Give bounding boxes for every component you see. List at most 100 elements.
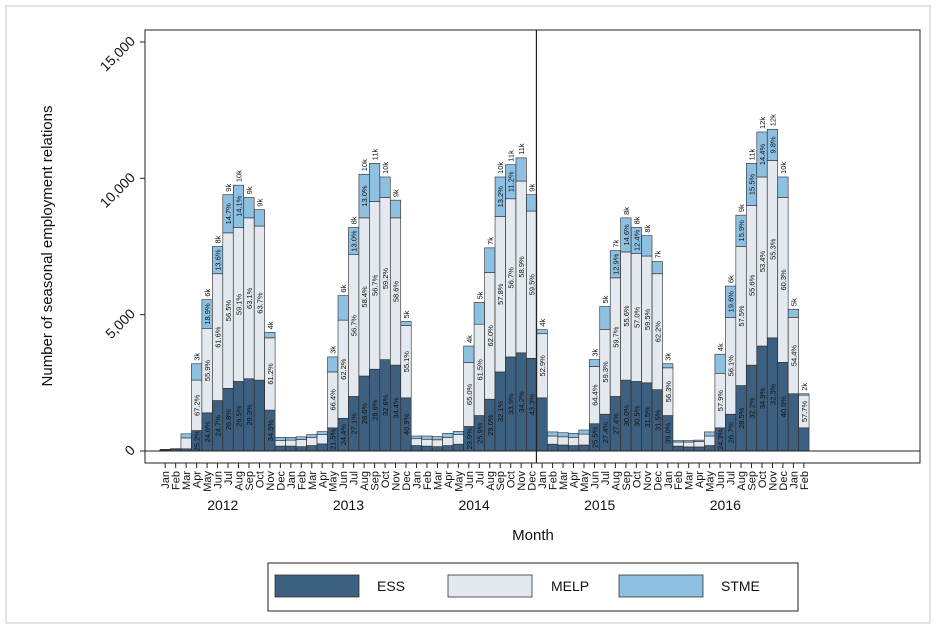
bar-melp-15: [316, 434, 328, 445]
label-stme-45: 12.4%: [632, 229, 641, 251]
bar-stme-17: [337, 295, 349, 321]
bar-stme-15: [316, 431, 328, 435]
x-tick-label-38: Mar: [558, 471, 570, 490]
bar-stme-8: [243, 197, 255, 219]
label-melp-43: 59.7%: [611, 326, 620, 348]
bar-melp-51: [693, 441, 705, 448]
label-total-42: 5k: [601, 295, 610, 303]
x-tick-label-5: Jun: [213, 471, 225, 489]
label-total-41: 3k: [590, 348, 599, 356]
x-tick-label-14: Mar: [307, 471, 319, 490]
label-ess-4: 24.6%: [203, 421, 212, 443]
bar-ess-24: [410, 445, 422, 452]
label-ess-56: 32.2%: [748, 397, 757, 419]
label-total-32: 10k: [496, 162, 505, 174]
label-melp-45: 57.0%: [632, 306, 641, 328]
x-tick-label-39: Apr: [569, 471, 581, 488]
x-tick-label-55: Aug: [736, 471, 748, 491]
x-tick-label-57: Oct: [757, 471, 769, 488]
label-melp-54: 56.1%: [727, 355, 736, 377]
x-tick-label-60: Jan: [788, 471, 800, 489]
label-total-6: 9k: [224, 184, 233, 192]
x-tick-label-19: Aug: [359, 471, 371, 491]
label-ess-42: 27.4%: [601, 422, 610, 444]
label-ess-55: 28.5%: [737, 407, 746, 429]
x-tick-label-51: Apr: [694, 471, 706, 488]
x-tick-label-22: Nov: [391, 471, 403, 491]
label-stme-18: 13.0%: [350, 230, 359, 252]
x-tick-label-17: Jun: [338, 471, 350, 489]
bar-stme-47: [651, 261, 663, 275]
x-tick-label-13: Feb: [296, 471, 308, 490]
label-ess-45: 30.5%: [632, 405, 641, 427]
bar-ess-50: [683, 446, 695, 452]
x-tick-label-26: Mar: [432, 471, 444, 490]
label-total-21: 10k: [381, 162, 390, 174]
label-ess-59: 40.6%: [779, 396, 788, 418]
x-tick-label-7: Aug: [233, 471, 245, 491]
label-ess-23: 40.9%: [402, 413, 411, 435]
label-ess-41: 25.5%: [590, 426, 599, 448]
bar-stme-61: [798, 393, 810, 396]
bar-labels: 25.2% 67.2% 3k 24.6% 55.9% 18.9% 6k 24.7% 61.6% 1…: [193, 114, 809, 452]
x-tick-label-32: Sep: [495, 471, 507, 491]
label-ess-47: 31.5%: [653, 409, 662, 431]
label-total-16: 3k: [329, 346, 338, 354]
label-total-4: 6k: [203, 288, 212, 296]
bar-ess-60: [787, 393, 799, 452]
x-tick-label-35: Dec: [527, 471, 539, 491]
bar-stme-11: [274, 437, 286, 441]
label-stme-4: 18.9%: [203, 303, 212, 325]
label-total-29: 4k: [465, 335, 474, 343]
bar-stme-28: [452, 431, 464, 435]
bar-ess-49: [672, 445, 684, 452]
label-total-43: 7k: [611, 239, 620, 247]
bar-stme-13: [295, 436, 307, 440]
bar-stme-59: [777, 176, 789, 198]
legend-label-ess: ESS: [377, 578, 405, 594]
label-stme-54: 19.6%: [727, 291, 736, 313]
bar-stme-21: [379, 176, 391, 198]
bar-ess-14: [306, 445, 318, 452]
x-tick-label-24: Jan: [411, 471, 423, 489]
label-total-57: 12k: [758, 117, 767, 129]
label-melp-4: 55.9%: [203, 360, 212, 382]
x-tick-label-56: Sep: [747, 471, 759, 491]
bar-stme-2: [180, 433, 192, 439]
label-melp-31: 62.0%: [486, 325, 495, 347]
label-melp-8: 63.1%: [245, 287, 254, 309]
label-total-54: 6k: [727, 275, 736, 283]
label-ess-32: 32.1%: [496, 401, 505, 423]
bar-melp-49: [672, 441, 684, 447]
label-melp-56: 55.6%: [748, 274, 757, 296]
label-ess-7: 26.5%: [234, 405, 243, 427]
label-stme-32: 13.2%: [496, 186, 505, 208]
bar-ess-11: [274, 445, 286, 452]
label-melp-36: 52.9%: [538, 355, 547, 377]
year-label-2013: 2013: [333, 497, 364, 513]
label-ess-18: 27.1%: [350, 413, 359, 435]
label-ess-58: 32.3%: [768, 383, 777, 405]
bar-ess-40: [578, 444, 590, 452]
label-stme-44: 14.6%: [622, 224, 631, 246]
label-total-58: 12k: [768, 114, 777, 126]
label-stme-6: 14.7%: [224, 203, 233, 225]
x-tick-label-1: Feb: [171, 471, 183, 490]
label-total-60: 5k: [789, 298, 798, 306]
x-tick-label-34: Nov: [516, 471, 528, 491]
bar-stme-25: [421, 435, 433, 440]
x-tick-label-15: Apr: [317, 471, 329, 488]
bar-stme-51: [693, 439, 705, 442]
x-tick-label-42: Jul: [600, 471, 612, 485]
bar-stme-58: [766, 128, 778, 161]
label-ess-16: 21.5%: [329, 428, 338, 450]
bar-stme-16: [327, 356, 339, 373]
label-ess-10: 34.5%: [266, 420, 275, 442]
x-tick-label-8: Sep: [244, 471, 256, 491]
label-total-61: 2k: [800, 383, 809, 391]
year-label-2016: 2016: [710, 497, 741, 513]
label-melp-9: 63.7%: [255, 292, 264, 314]
x-axis-title: Month: [512, 527, 554, 544]
bar-melp-25: [421, 438, 433, 447]
label-ess-21: 32.6%: [381, 394, 390, 416]
